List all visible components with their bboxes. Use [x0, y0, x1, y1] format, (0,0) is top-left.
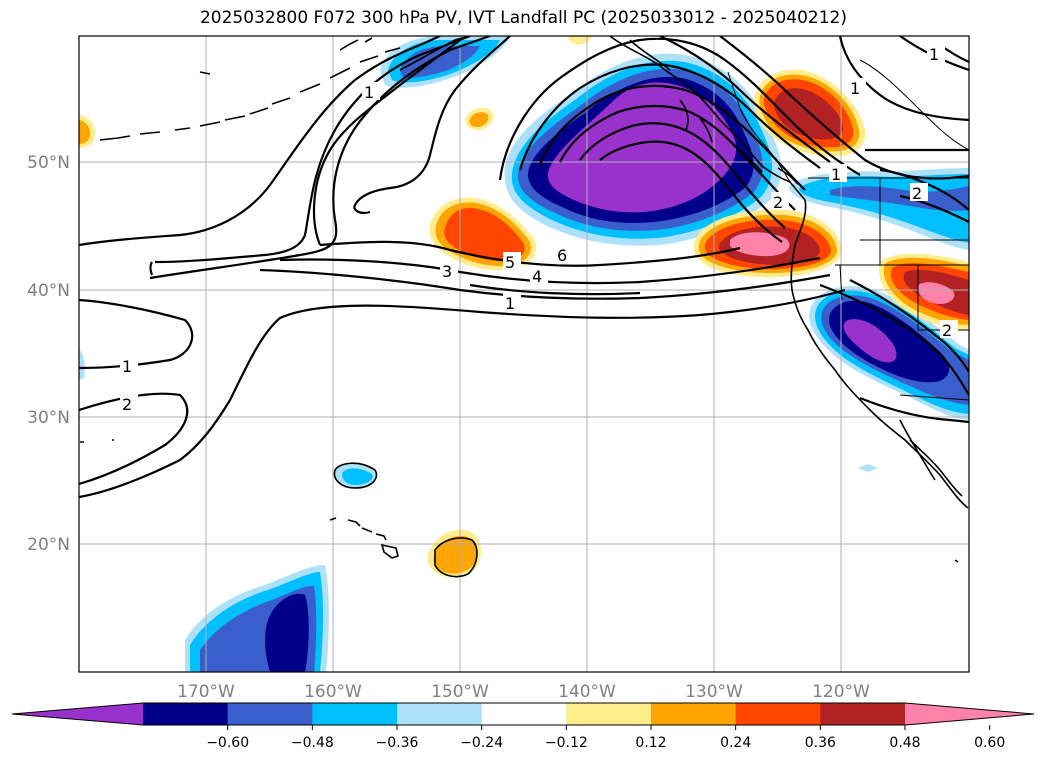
colorbar-outline — [11, 702, 1035, 726]
colorbar-tick-label: 0.12 — [635, 735, 666, 751]
map-content: 1 2 3 4 5 6 1 1 2 1 2 1 1 2 — [79, 36, 969, 672]
colorbar-tick-label: −0.24 — [460, 735, 503, 751]
neg-anomaly-gulf-alaska-core — [547, 82, 737, 213]
lat-label: 40°N — [27, 281, 70, 301]
lon-label: 160°W — [304, 682, 362, 702]
contour-label: 1 — [122, 357, 132, 376]
lat-label: 20°N — [27, 535, 70, 555]
contour-label: 5 — [505, 253, 515, 272]
colorbar-tick-label: −0.12 — [545, 735, 588, 751]
neg-anomaly-pnw-3 — [830, 186, 969, 211]
colorbar-extend-low — [12, 703, 143, 725]
contour-label: 1 — [850, 79, 860, 98]
neg-anomaly-southwest-core — [265, 593, 309, 672]
neg-anomaly-small-hawaii-2 — [342, 468, 373, 485]
contour-label: 3 — [442, 262, 452, 281]
pos-anomaly-top — [568, 36, 592, 45]
lon-label: 140°W — [558, 682, 616, 702]
colorbar-segment — [820, 703, 906, 725]
neg-anomaly-left-edge — [79, 350, 85, 380]
pos-anomaly-left-edge-2 — [79, 120, 91, 144]
colorbar-segment — [227, 703, 313, 725]
pos-anomaly-small-north-2 — [469, 112, 489, 127]
contour-label: 4 — [532, 267, 542, 286]
colorbar-segment — [481, 703, 567, 725]
colorbar-segment — [651, 703, 737, 725]
colorbar-tick-label: −0.60 — [206, 735, 249, 751]
colorbar: −0.60 −0.48 −0.36 −0.24 −0.12 0.12 0.24 0.36 0.4… — [11, 702, 1035, 751]
colorbar-tick-label: 0.60 — [974, 735, 1005, 751]
map-title: 2025032800 F072 300 hPa PV, IVT Landfall… — [199, 8, 847, 28]
pos-anomaly-nevada-core — [917, 282, 955, 304]
pos-anomaly-hawaii-2 — [433, 535, 477, 574]
contour-label: 2 — [773, 193, 783, 212]
contour-label: 2 — [912, 184, 922, 203]
map-frame — [78, 35, 970, 673]
contour-label: 1 — [929, 45, 939, 64]
lon-label: 170°W — [177, 682, 235, 702]
colorbar-tick-label: 0.36 — [805, 735, 836, 751]
pos-anomaly-central-3 — [444, 207, 525, 261]
contour-label: 1 — [364, 83, 374, 102]
lat-label: 50°N — [27, 153, 70, 173]
neg-anomaly-tiny-mexico — [858, 464, 878, 472]
ivt-contours — [79, 36, 969, 499]
colorbar-segment — [566, 703, 652, 725]
lon-label: 150°W — [431, 682, 489, 702]
gridlines — [79, 36, 969, 672]
colorbar-segment — [735, 703, 821, 725]
colorbar-tick-label: −0.48 — [291, 735, 334, 751]
colorbar-tick-label: 0.24 — [720, 735, 751, 751]
colorbar-tick-label: 0.48 — [889, 735, 920, 751]
latitude-labels: 50°N 40°N 30°N 20°N — [27, 153, 70, 555]
contour-label: 1 — [505, 294, 515, 313]
longitude-labels: 170°W 160°W 150°W 140°W 130°W 120°W — [177, 682, 870, 702]
colorbar-extend-high — [905, 703, 1034, 725]
coastlines — [80, 36, 969, 578]
contour-label: 2 — [942, 321, 952, 340]
colorbar-segment — [312, 703, 398, 725]
lon-label: 130°W — [685, 682, 743, 702]
contour-labels: 1 2 3 4 5 6 1 1 2 1 2 1 1 2 — [120, 44, 958, 414]
contour-label: 2 — [122, 395, 132, 414]
colorbar-segment — [397, 703, 483, 725]
contour-label: 1 — [831, 165, 841, 184]
colorbar-segment — [143, 703, 229, 725]
neg-anomaly-california-core — [843, 319, 897, 363]
lat-label: 30°N — [27, 408, 70, 428]
pos-anomaly-oregon-core — [730, 232, 790, 257]
lon-label: 120°W — [812, 682, 870, 702]
colorbar-tick-label: −0.36 — [376, 735, 419, 751]
contour-label: 6 — [557, 246, 567, 265]
